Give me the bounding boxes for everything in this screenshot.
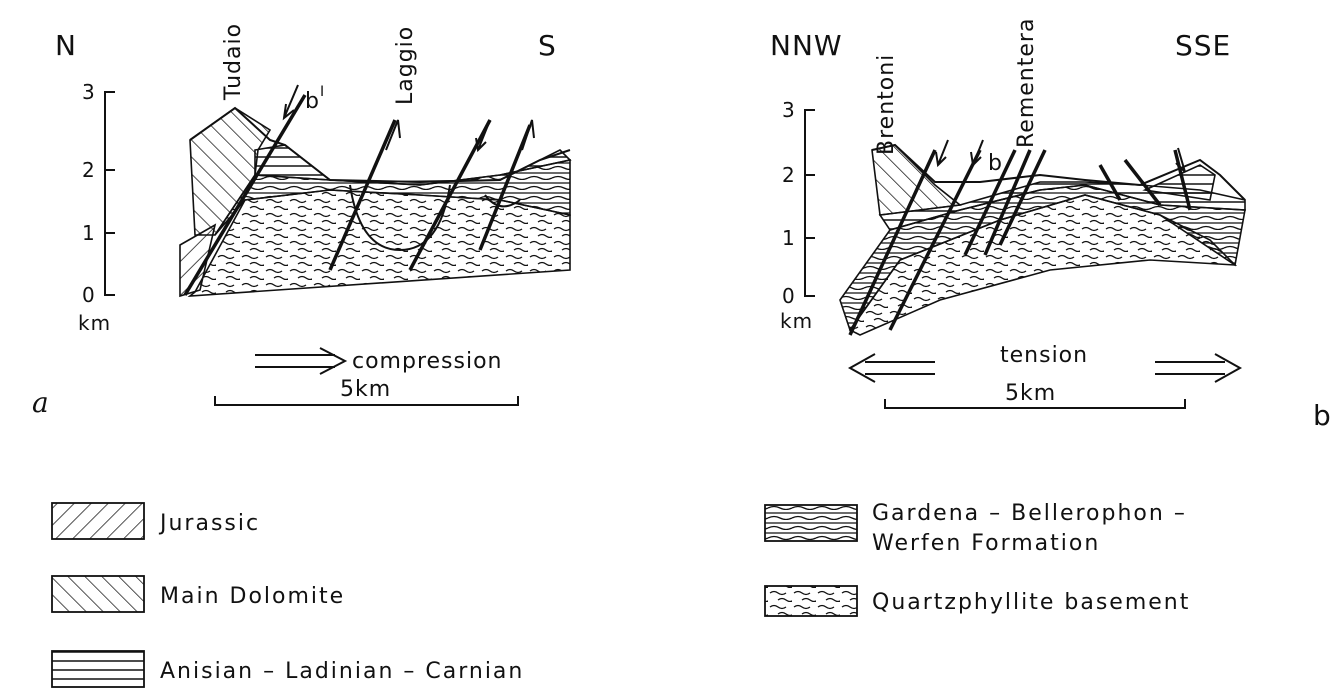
place-label: Brentoni xyxy=(874,54,899,155)
legend-label: Werfen Formation xyxy=(872,531,1100,556)
scale-label: 5km xyxy=(340,377,391,402)
scale-bar xyxy=(884,399,1186,409)
panel-letter: b xyxy=(1313,399,1332,432)
direction: S xyxy=(538,29,557,62)
legend-label: Gardena – Bellerophon – xyxy=(872,501,1187,526)
axis-a xyxy=(104,91,115,296)
section-a xyxy=(179,84,572,298)
axis-tick-label: 3 xyxy=(82,80,96,104)
arrow xyxy=(1155,353,1243,383)
arrow-label: tension xyxy=(1000,343,1088,368)
scale-bar xyxy=(214,396,519,406)
direction: SSE xyxy=(1175,29,1231,62)
scale-label: 5km xyxy=(1005,381,1056,406)
axis-tick-label: 1 xyxy=(782,226,796,250)
arrow xyxy=(255,347,348,375)
legend-label: Jurassic xyxy=(158,511,260,536)
place-label: Tudaio xyxy=(221,23,246,101)
place-label: Laggio xyxy=(393,26,418,105)
fault-label: b xyxy=(988,151,1003,176)
axis-tick-label: 0 xyxy=(782,284,796,308)
axis-unit: km xyxy=(78,311,111,335)
arrow xyxy=(847,353,935,383)
section-b xyxy=(839,139,1246,336)
axis-tick-label: 2 xyxy=(782,163,796,187)
panel-letter: a xyxy=(32,386,50,419)
legend xyxy=(51,502,858,688)
place-label: Rementera xyxy=(1014,18,1039,148)
legend-label: Anisian – Ladinian – Carnian xyxy=(160,659,524,684)
legend-label: Main Dolomite xyxy=(160,584,345,609)
direction: NNW xyxy=(770,29,843,62)
direction: N xyxy=(55,29,77,62)
axis-tick-label: 0 xyxy=(82,283,96,307)
fault-label-sup: I xyxy=(320,84,325,100)
axis-tick-label: 1 xyxy=(82,221,96,245)
axis-unit: km xyxy=(780,309,813,333)
fault-label: b xyxy=(305,89,320,114)
axis-tick-label: 2 xyxy=(82,158,96,182)
axis-tick-label: 3 xyxy=(782,98,796,122)
legend-label: Quartzphyllite basement xyxy=(872,590,1190,615)
axis-b xyxy=(804,109,815,297)
arrow-label: compression xyxy=(352,349,503,374)
